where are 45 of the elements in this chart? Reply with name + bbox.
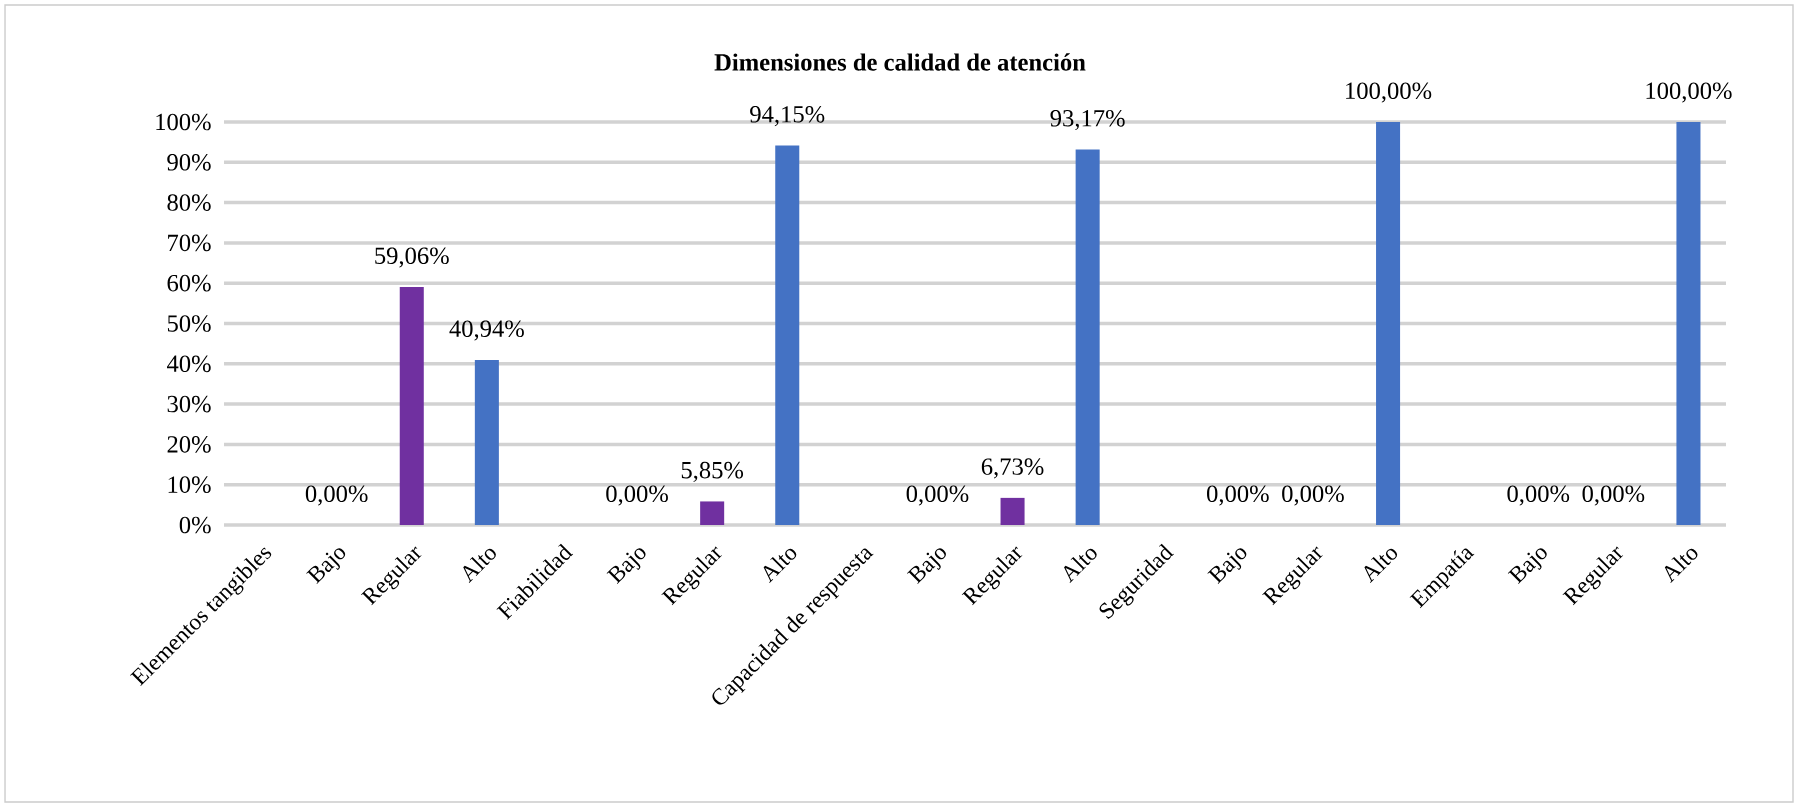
bar (1075, 149, 1100, 525)
x-tick-label: Alto (1364, 548, 1398, 583)
y-tick-label: 80% (167, 194, 211, 211)
y-tick-label: 20% (167, 436, 211, 453)
y-tick-label: 10% (168, 476, 211, 494)
data-label: 100,00% (1646, 82, 1732, 103)
y-tick-label: 0% (179, 516, 211, 534)
y-tick-label: 40% (167, 355, 211, 373)
data-label: 6,73% (981, 458, 1044, 479)
data-label: 59,06% (375, 247, 449, 268)
data-label: 0,00% (906, 485, 969, 506)
bar (775, 145, 800, 525)
data-label: 0,00% (606, 485, 668, 506)
chart-title: Dimensiones de calidad de atención (714, 53, 1086, 71)
data-label: 94,15% (750, 105, 825, 127)
data-label: 0,00% (305, 485, 368, 506)
bar (1376, 122, 1401, 525)
data-label: 0,00% (1507, 485, 1570, 506)
bar (399, 287, 424, 525)
data-label: 93,17% (1050, 109, 1125, 131)
x-tick-label: Alto (1664, 548, 1698, 583)
y-tick-label: 70% (168, 234, 211, 252)
x-tick-label: Alto (463, 548, 496, 583)
data-label: 0,00% (1582, 485, 1645, 506)
data-label: 0,00% (1282, 485, 1344, 506)
y-tick-label: 30% (167, 395, 211, 413)
data-label: 0,00% (1207, 485, 1269, 506)
data-label: 5,85% (681, 461, 744, 482)
y-tick-label: 60% (167, 274, 211, 292)
data-label: 40,94% (449, 320, 524, 341)
y-tick-label: 90% (167, 153, 211, 171)
x-tick-label: Bajo (1207, 548, 1247, 584)
y-tick-label: 100% (156, 113, 211, 131)
bar (700, 501, 725, 525)
bar (1676, 122, 1701, 525)
data-label: 100,00% (1346, 82, 1432, 103)
x-tick-label: Bajo (1507, 548, 1547, 584)
y-tick-label: 50% (167, 315, 211, 332)
bar (474, 360, 499, 525)
x-tick-label: Bajo (306, 548, 346, 584)
x-tick-label: Bajo (907, 548, 946, 584)
bar (1000, 497, 1025, 525)
x-tick-label: Alto (1064, 548, 1097, 583)
x-tick-label: Alto (763, 548, 797, 583)
x-tick-label: Bajo (606, 548, 646, 584)
